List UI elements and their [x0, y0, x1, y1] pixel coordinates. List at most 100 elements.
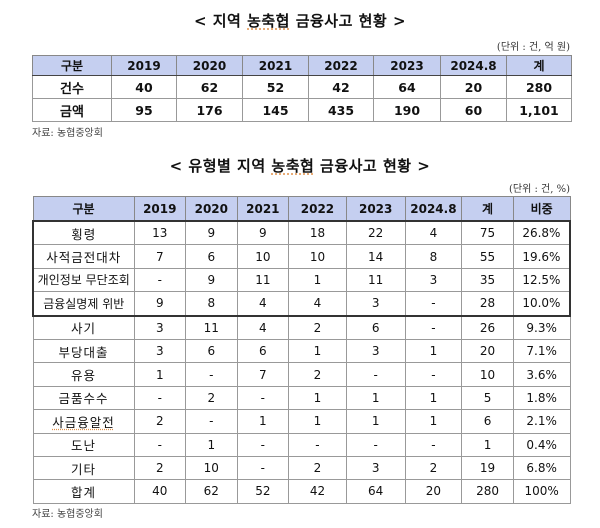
table-row: 부당대출 3 6 6 1 3 1 20 7.1%	[32, 338, 571, 364]
cell: -	[236, 385, 290, 411]
row-label: 도난	[32, 432, 135, 457]
cell: 26.8%	[512, 220, 571, 246]
cell: -	[185, 362, 238, 387]
cell: 280	[506, 75, 572, 99]
table-row: 개인정보 무단조회 -9 11 1 11 3 35 12.5%	[32, 267, 571, 293]
cell: -	[133, 267, 187, 293]
table2-by-type: 구분 2019 2020 2021 2022 2023 2024.8 계 비중 …	[32, 196, 571, 504]
cell: -	[236, 455, 290, 481]
cell: 64	[373, 75, 441, 99]
cell: 100%	[512, 479, 571, 504]
cell: -	[345, 432, 406, 457]
title-spellcheck-word: 농축협	[271, 157, 315, 175]
cell: 1	[404, 385, 463, 411]
cell: 4	[404, 220, 463, 246]
cell: 10.0%	[512, 291, 571, 317]
header-cell: 2019	[133, 196, 187, 222]
cell: 18	[288, 220, 347, 246]
table2-title: < 유형별 지역 농축협 금융사고 현황 >	[0, 155, 600, 176]
header-cell: 2020	[176, 55, 243, 76]
header-cell: 2024.8	[404, 196, 463, 222]
row-label-text: 사금융알전	[52, 414, 115, 430]
table2-source: 자료: 농협중앙회	[32, 509, 103, 520]
cell: 26	[461, 315, 514, 340]
table2-header-row: 구분 2019 2020 2021 2022 2023 2024.8 계 비중	[32, 196, 571, 222]
cell: 42	[288, 479, 347, 504]
header-cell: 2021	[236, 196, 290, 222]
cell: -	[133, 385, 187, 411]
cell: 1,101	[506, 98, 572, 122]
cell: -	[404, 291, 463, 317]
cell: 1	[404, 338, 463, 364]
row-label: 개인정보 무단조회	[32, 267, 135, 293]
header-cell: 계	[461, 196, 514, 222]
table-row: 금품수수 -2-1 1 1 5 1.8%	[32, 385, 571, 411]
cell: 2	[185, 385, 238, 411]
header-cell: 구분	[32, 55, 112, 76]
row-label: 금융실명제 위반	[32, 291, 135, 317]
header-cell: 2024.8	[440, 55, 507, 76]
cell: 8	[404, 244, 463, 269]
cell: 10	[185, 455, 238, 481]
cell: 10	[461, 362, 514, 387]
title-text: 금융사고 현황 >	[314, 157, 431, 175]
cell: 6	[345, 315, 406, 340]
cell: 10	[236, 244, 290, 269]
cell: 75	[461, 220, 514, 246]
cell: 1	[288, 385, 347, 411]
cell: 20	[404, 479, 463, 504]
table-row: 금융실명제 위반 9 8 4 4 3-28 10.0%	[32, 291, 571, 317]
cell: 3	[404, 267, 463, 293]
cell: 9.3%	[512, 315, 571, 340]
cell: 11	[185, 315, 238, 340]
table1-header-row: 구분 2019 2020 2021 2022 2023 2024.8 계	[32, 55, 572, 76]
cell: 19.6%	[512, 244, 571, 269]
table-row: 건수 40 62 52 42 64 20 280	[32, 75, 572, 99]
cell: 9	[185, 220, 238, 246]
title-text: < 지역	[193, 12, 248, 30]
cell: -	[404, 362, 463, 387]
title-spellcheck-word: 농축협	[247, 12, 290, 30]
cell: 145	[242, 98, 309, 122]
cell: 1	[345, 409, 406, 434]
row-label: 횡령	[32, 220, 135, 246]
cell: 52	[236, 479, 290, 504]
cell: 20	[440, 75, 507, 99]
cell: 2.1%	[512, 409, 571, 434]
table-row: 사금융알전 2-1 1 1 1 6 2.1%	[32, 409, 571, 434]
cell: -	[345, 362, 406, 387]
table2-body: 횡령 13 9 9 18 22 4 75 26.8% 사적금전대차 7 6 10 10 14 8 55 19.6%…	[32, 220, 571, 504]
cell: 8	[185, 291, 238, 317]
cell: 7	[236, 362, 290, 387]
cell: -	[133, 432, 187, 457]
cell: 1	[404, 409, 463, 434]
table1-source: 자료: 농협중앙회	[32, 128, 103, 139]
cell: 20	[461, 338, 514, 364]
cell: 62	[185, 479, 238, 504]
cell: 2	[288, 362, 347, 387]
cell: 10	[288, 244, 347, 269]
cell: -	[236, 432, 290, 457]
header-cell: 2022	[308, 55, 374, 76]
row-label: 부당대출	[32, 338, 135, 364]
cell: 55	[461, 244, 514, 269]
header-cell: 2022	[288, 196, 347, 222]
row-label: 건수	[32, 75, 112, 99]
cell: 22	[345, 220, 406, 246]
table-row: 유용 1-7 2- -10 3.6%	[32, 362, 571, 387]
cell: 9	[133, 291, 187, 317]
cell: 42	[308, 75, 374, 99]
row-label: 사기	[32, 315, 135, 340]
cell: 52	[242, 75, 309, 99]
cell: 13	[133, 220, 187, 246]
cell: 2	[288, 315, 347, 340]
table-row: 횡령 13 9 9 18 22 4 75 26.8%	[32, 220, 571, 246]
cell: 3	[133, 338, 187, 364]
cell: 3	[345, 291, 406, 317]
cell: 280	[461, 479, 514, 504]
cell: 3	[345, 338, 406, 364]
cell: 40	[133, 479, 187, 504]
cell: 2	[288, 455, 347, 481]
cell: 12.5%	[512, 267, 571, 293]
cell: 35	[461, 267, 514, 293]
